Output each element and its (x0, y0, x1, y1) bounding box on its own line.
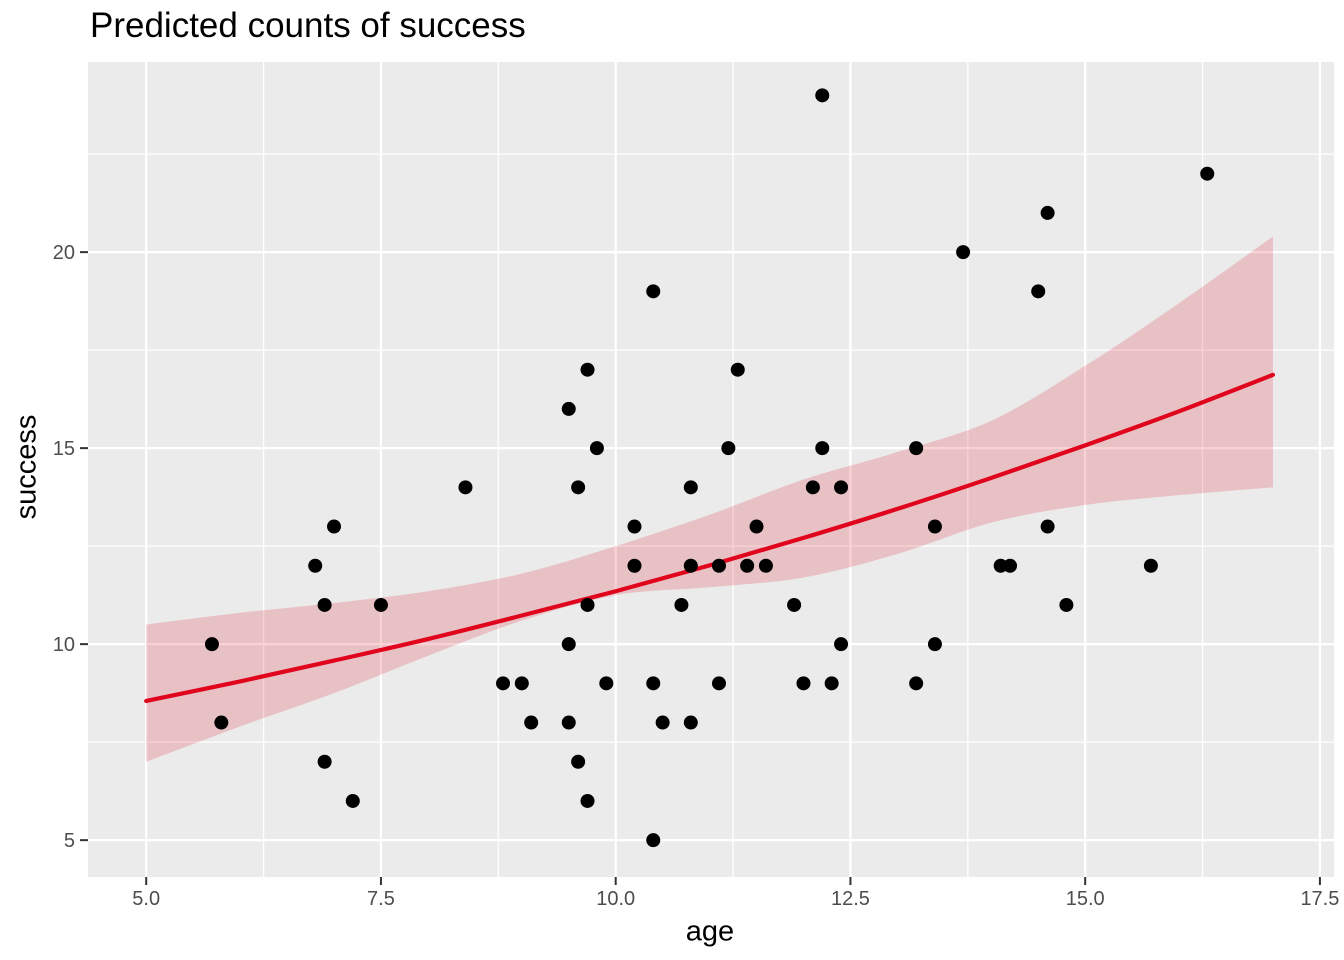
data-point (824, 676, 839, 691)
data-point (345, 793, 360, 808)
data-point (956, 245, 971, 260)
data-point (834, 480, 849, 495)
data-point (1200, 166, 1215, 181)
data-point (927, 637, 942, 652)
x-tick-label: 12.5 (831, 888, 870, 910)
data-point (580, 597, 595, 612)
data-point (815, 441, 830, 456)
data-point (317, 597, 332, 612)
data-point (514, 676, 529, 691)
data-point (655, 715, 670, 730)
data-point (204, 637, 219, 652)
y-tick-label: 20 (53, 242, 75, 264)
data-point (683, 480, 698, 495)
data-point (561, 715, 576, 730)
y-axis-title: success (10, 414, 43, 520)
data-point (589, 441, 604, 456)
x-tick-label: 5.0 (132, 888, 160, 910)
data-point (571, 480, 586, 495)
y-tick-label: 10 (53, 634, 75, 656)
x-tick-label: 15.0 (1066, 888, 1105, 910)
data-point (711, 676, 726, 691)
data-point (909, 441, 924, 456)
data-point (580, 362, 595, 377)
data-point (909, 676, 924, 691)
data-point (787, 597, 802, 612)
data-point (580, 793, 595, 808)
data-point (730, 362, 745, 377)
data-point (1031, 284, 1046, 299)
data-point (674, 597, 689, 612)
data-point (683, 715, 698, 730)
data-point (496, 676, 511, 691)
data-point (927, 519, 942, 534)
data-point (740, 558, 755, 573)
data-point (646, 833, 661, 848)
x-axis-title: age (685, 915, 735, 948)
confidence-ribbon (146, 236, 1273, 762)
x-tick-label: 17.5 (1300, 888, 1339, 910)
data-point (1143, 558, 1158, 573)
data-point (327, 519, 342, 534)
data-point (1040, 519, 1055, 534)
data-point (646, 676, 661, 691)
data-point (627, 558, 642, 573)
data-point (646, 284, 661, 299)
data-point (749, 519, 764, 534)
data-point (796, 676, 811, 691)
x-tick-label: 10.0 (596, 888, 635, 910)
data-point (524, 715, 539, 730)
data-point (834, 637, 849, 652)
data-point (627, 519, 642, 534)
data-point (805, 480, 820, 495)
data-point (373, 597, 388, 612)
data-point (561, 637, 576, 652)
data-point (1059, 597, 1074, 612)
data-point (561, 401, 576, 416)
data-point (458, 480, 473, 495)
data-point (815, 88, 830, 103)
y-tick-label: 5 (64, 830, 75, 852)
data-point (599, 676, 614, 691)
y-tick-label: 15 (53, 438, 75, 460)
plot-panel-bg (88, 62, 1334, 877)
x-tick-label: 7.5 (367, 888, 395, 910)
data-point (571, 754, 586, 769)
data-point (317, 754, 332, 769)
data-point (711, 558, 726, 573)
data-point (1040, 205, 1055, 220)
data-point (758, 558, 773, 573)
data-point (214, 715, 229, 730)
trend-line (144, 372, 1276, 704)
data-point (683, 558, 698, 573)
data-point (721, 441, 736, 456)
chart-title: Predicted counts of success (90, 6, 526, 45)
data-point (308, 558, 323, 573)
data-point (1003, 558, 1018, 573)
